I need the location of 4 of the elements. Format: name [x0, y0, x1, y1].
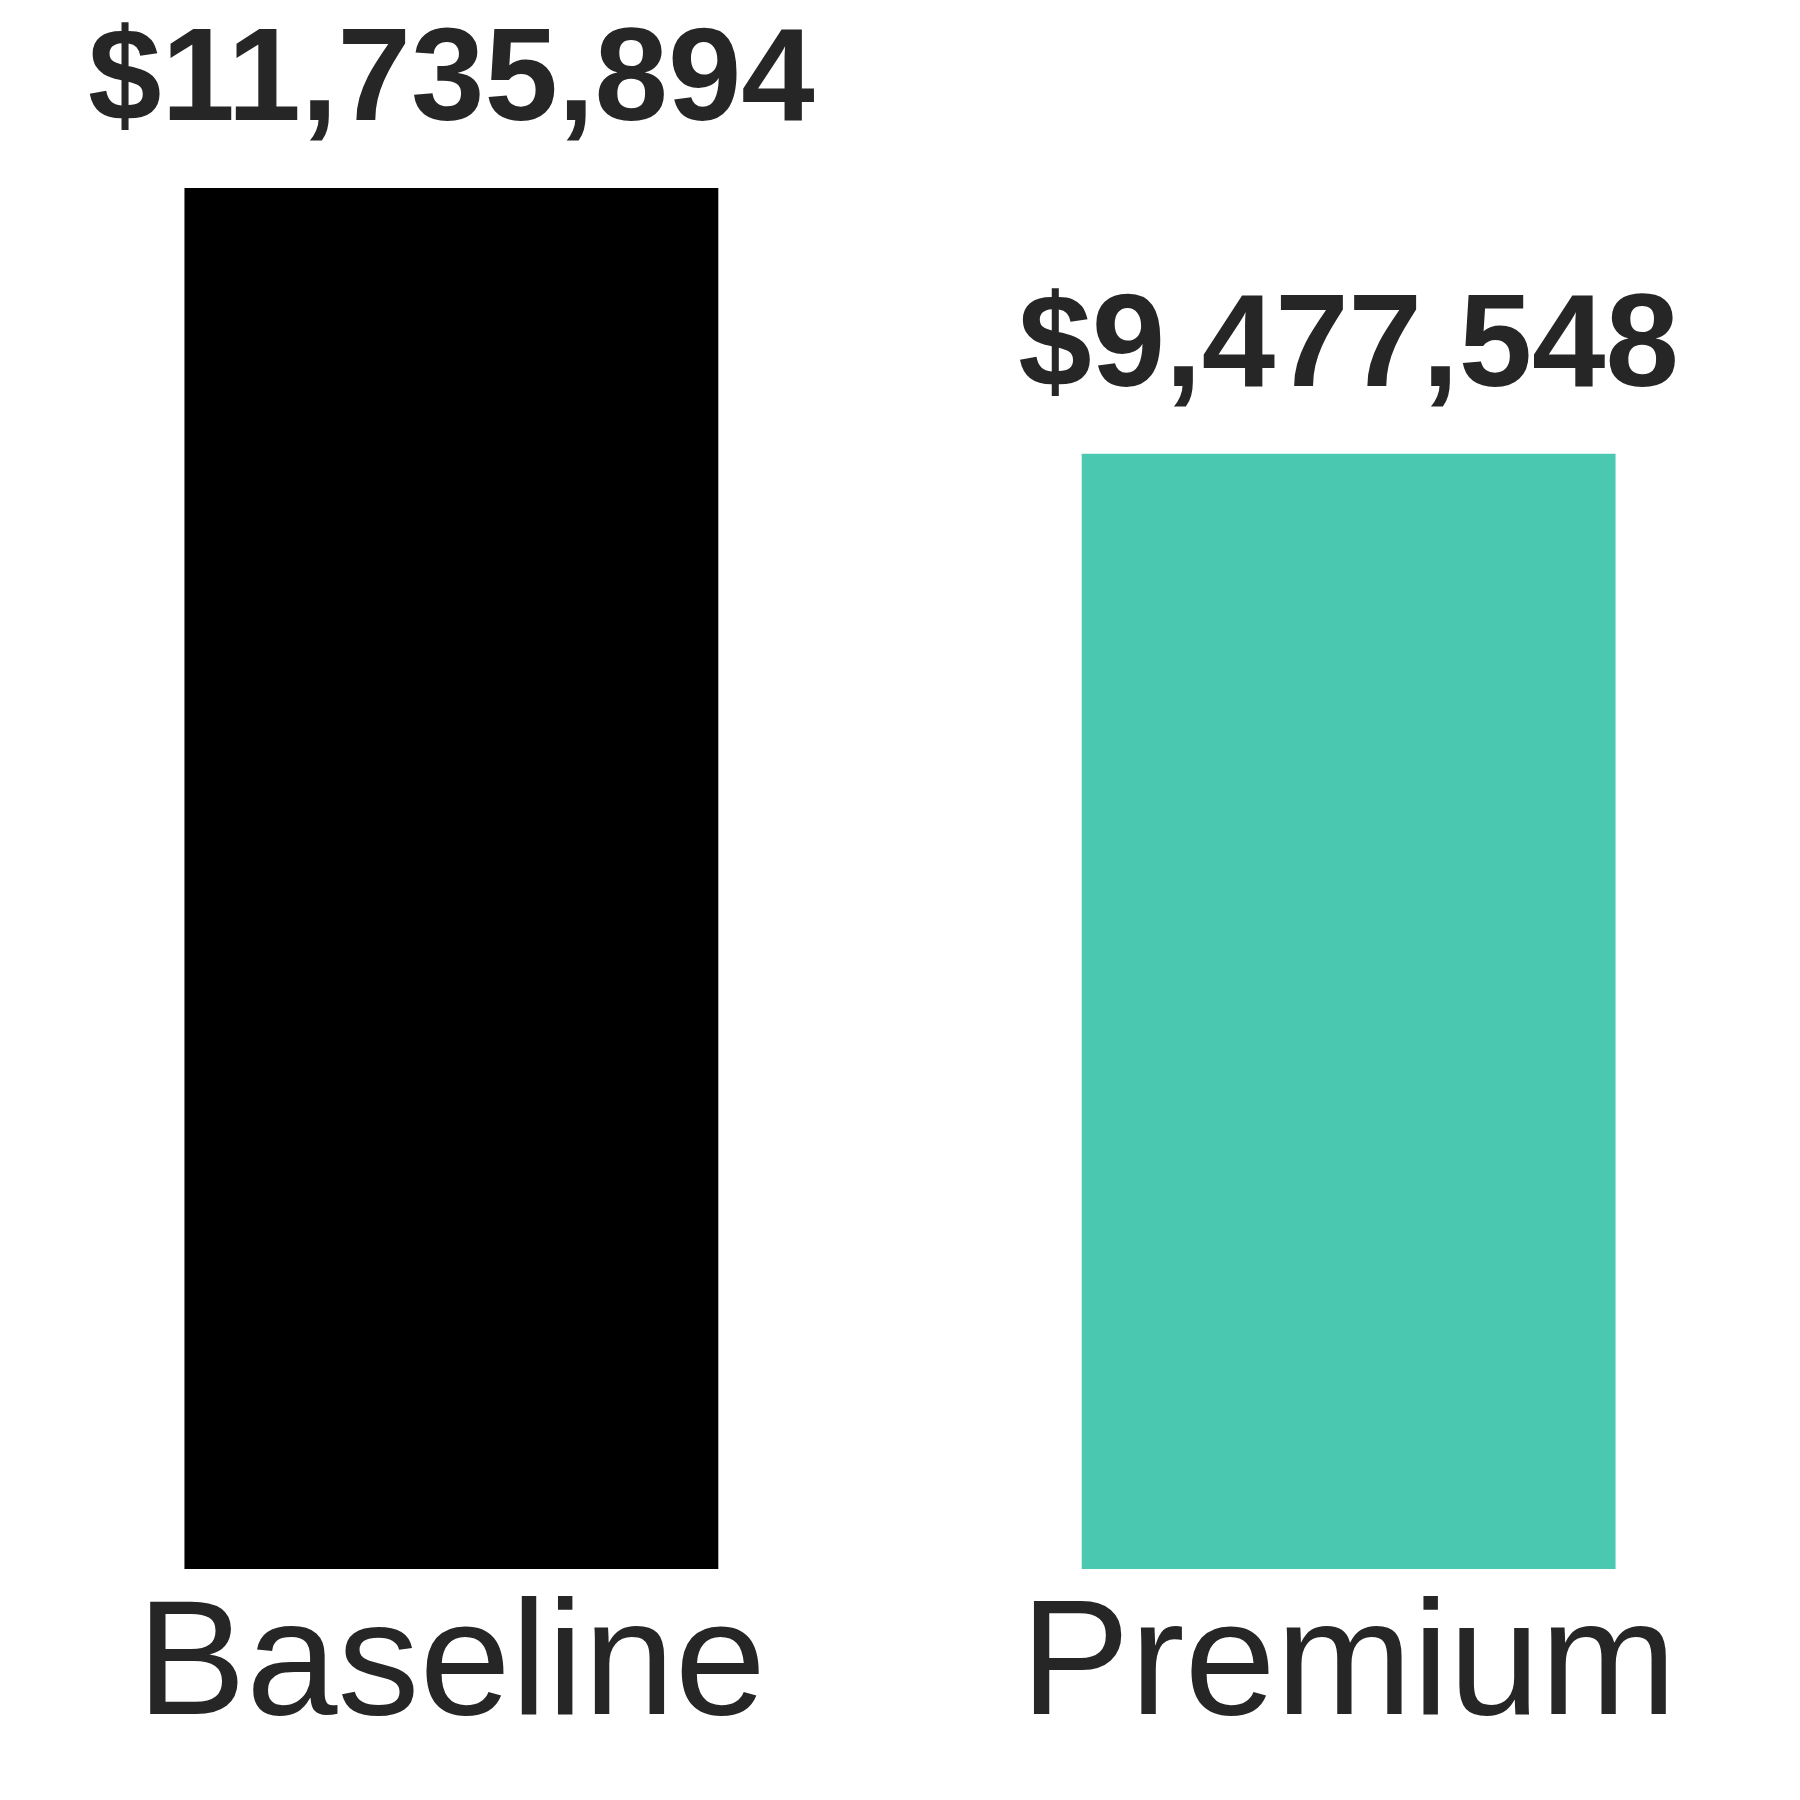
x-tick-label: Premium	[1020, 1565, 1677, 1749]
data-label: $11,735,894	[87, 1, 815, 148]
data-label: $9,477,548	[1018, 266, 1679, 414]
x-tick-label: Baseline	[136, 1565, 766, 1749]
